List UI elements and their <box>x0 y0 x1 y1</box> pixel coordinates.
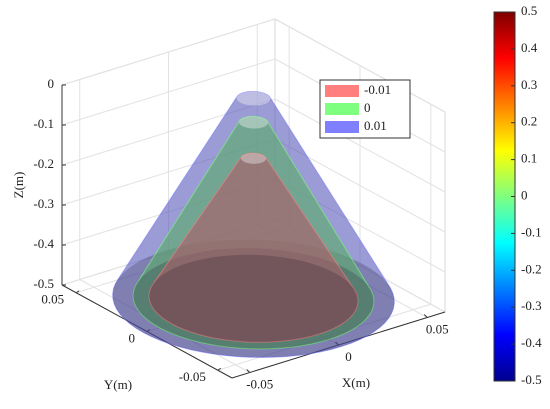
isosurface-body <box>132 115 375 350</box>
colorbar-tick-label: -0.5 <box>521 372 542 387</box>
isosurface-cap <box>240 153 267 164</box>
y-tick <box>75 290 80 294</box>
colorbar-tick-label: -0.4 <box>521 335 542 350</box>
colorbar-tick-label: -0.2 <box>521 261 542 276</box>
colorbar-tick-label: -0.1 <box>521 224 542 239</box>
z-tick-label: -0.1 <box>33 116 54 131</box>
z-axis-label: Z(m) <box>11 172 26 199</box>
z-tick-label: -0.5 <box>33 276 54 291</box>
isosurface-base <box>149 254 358 343</box>
y-tick-label: 0 <box>129 330 136 345</box>
colorbar-tick-label: 0.3 <box>521 77 537 92</box>
legend-swatch <box>325 85 359 97</box>
z-tick-label: -0.4 <box>33 236 54 251</box>
isosurface <box>132 115 375 350</box>
isosurface-base <box>133 248 374 349</box>
y-tick <box>146 329 151 332</box>
y-tick-label: -0.05 <box>179 369 206 384</box>
colorbar-tick-label: 0.2 <box>521 114 537 129</box>
colorbar-tick-label: 0.4 <box>521 40 538 55</box>
isosurface-cap <box>239 116 268 129</box>
isosurface <box>148 152 359 343</box>
y-tick-label: 0.05 <box>41 292 64 307</box>
x-tick-label: 0 <box>345 349 352 364</box>
x-tick <box>335 341 339 346</box>
legend-swatch <box>325 121 359 133</box>
z-tick-label: 0 <box>48 76 55 91</box>
isosurface-body <box>148 152 359 343</box>
isosurface-shade <box>149 153 358 343</box>
x-tick-label: 0.05 <box>426 321 449 336</box>
grid-line <box>146 265 361 332</box>
legend-swatch <box>325 103 359 115</box>
legend-label: 0 <box>364 100 371 115</box>
colorbar-tick-label: 0.1 <box>521 151 537 166</box>
z-tick-label: -0.2 <box>33 156 54 171</box>
isosurface <box>112 90 395 358</box>
grid-line <box>217 303 431 371</box>
legend-label: -0.01 <box>364 82 391 97</box>
isosurface-base <box>112 239 395 358</box>
x-axis-label: X(m) <box>342 375 370 390</box>
x-tick <box>423 314 428 318</box>
x-tick-label: -0.05 <box>246 376 273 391</box>
colorbar-tick-label: -0.3 <box>521 298 542 313</box>
z-tick-label: -0.3 <box>33 196 54 211</box>
legend-label: 0.01 <box>364 118 387 133</box>
isosurface-body <box>112 90 395 358</box>
colorbar-tick-label: 0.5 <box>521 3 537 18</box>
isosurface-shade <box>112 91 395 358</box>
grid-line <box>76 226 290 294</box>
y-axis-label: Y(m) <box>104 377 132 392</box>
colorbar-tick-label: 0 <box>521 187 528 202</box>
x-tick <box>246 369 251 373</box>
isosurface-shade <box>133 116 374 349</box>
y-tick <box>217 367 222 371</box>
isosurface-cap <box>236 91 271 106</box>
